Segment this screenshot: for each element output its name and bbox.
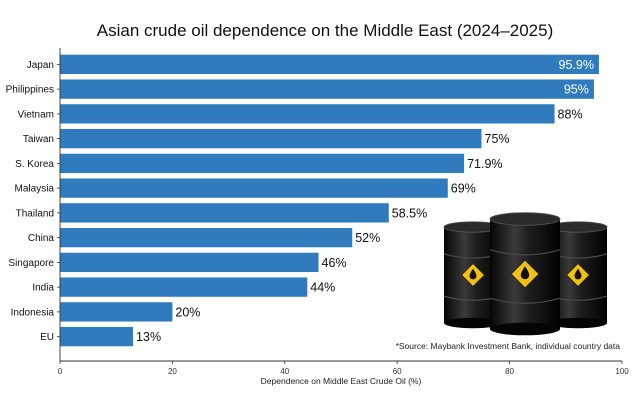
- bar: [60, 104, 555, 124]
- category-label: Philippines: [6, 85, 54, 96]
- data-label: 88%: [558, 107, 583, 121]
- x-tick-label: 60: [393, 367, 402, 376]
- data-label: 71.9%: [467, 157, 502, 171]
- bar: [60, 178, 448, 198]
- data-label: 58.5%: [392, 206, 427, 220]
- data-label: 46%: [322, 256, 347, 270]
- data-label: 13%: [136, 330, 161, 344]
- bar: [60, 203, 389, 223]
- data-label: 95%: [564, 83, 589, 97]
- bar: [60, 79, 594, 99]
- category-label: Vietnam: [17, 109, 54, 120]
- oil-drop-icon: [574, 268, 582, 280]
- data-label: 52%: [355, 231, 380, 245]
- data-label: 69%: [451, 182, 476, 196]
- category-label: Japan: [27, 60, 54, 71]
- oil-drop-icon: [520, 266, 530, 280]
- data-label: 20%: [175, 305, 200, 319]
- category-label: Malaysia: [15, 184, 55, 195]
- category-label: Indonesia: [11, 307, 55, 318]
- bar: [60, 252, 319, 273]
- data-label: 44%: [310, 281, 335, 295]
- data-label: 75%: [485, 132, 510, 146]
- category-label: EU: [40, 332, 54, 343]
- x-tick-label: 0: [58, 367, 63, 376]
- value-labels: 95.9% 95% 88% 75% 71.9% 69% 58.5% 52% 46% 44% 20% 1…: [136, 58, 594, 344]
- data-label: 95.9%: [559, 58, 594, 72]
- barrel-icon: [489, 212, 561, 336]
- category-label: Singapore: [8, 258, 54, 269]
- bar: [60, 227, 353, 248]
- category-label: India: [32, 283, 54, 294]
- x-tick-label: 40: [280, 367, 289, 376]
- oil-barrels-icon: [443, 212, 608, 336]
- category-label: Taiwan: [23, 134, 54, 145]
- category-label: China: [28, 233, 55, 244]
- x-tick-label: 100: [615, 367, 629, 376]
- axes: [57, 48, 622, 362]
- bar: [60, 128, 482, 149]
- bar-series: [60, 54, 599, 347]
- bar: [60, 302, 173, 322]
- chart-title: Asian crude oil dependence on the Middle…: [97, 21, 554, 40]
- x-tick-label: 20: [168, 367, 177, 376]
- x-axis-label: Dependence on Middle East Crude Oil (%): [261, 376, 422, 386]
- category-label: S. Korea: [15, 159, 54, 170]
- bar: [60, 54, 599, 75]
- category-label: Thailand: [16, 208, 54, 219]
- x-axis-ticks: 0 20 40 60 80 100: [58, 361, 629, 376]
- x-tick-label: 80: [505, 367, 514, 376]
- category-labels: Japan Philippines Vietnam Taiwan S. Korea Mal…: [6, 60, 55, 343]
- bar: [60, 326, 134, 347]
- bar: [60, 277, 308, 297]
- bar: [60, 153, 465, 174]
- source-annotation: *Source: Maybank Investment Bank, indivi…: [396, 341, 621, 351]
- oil-drop-icon: [469, 268, 477, 280]
